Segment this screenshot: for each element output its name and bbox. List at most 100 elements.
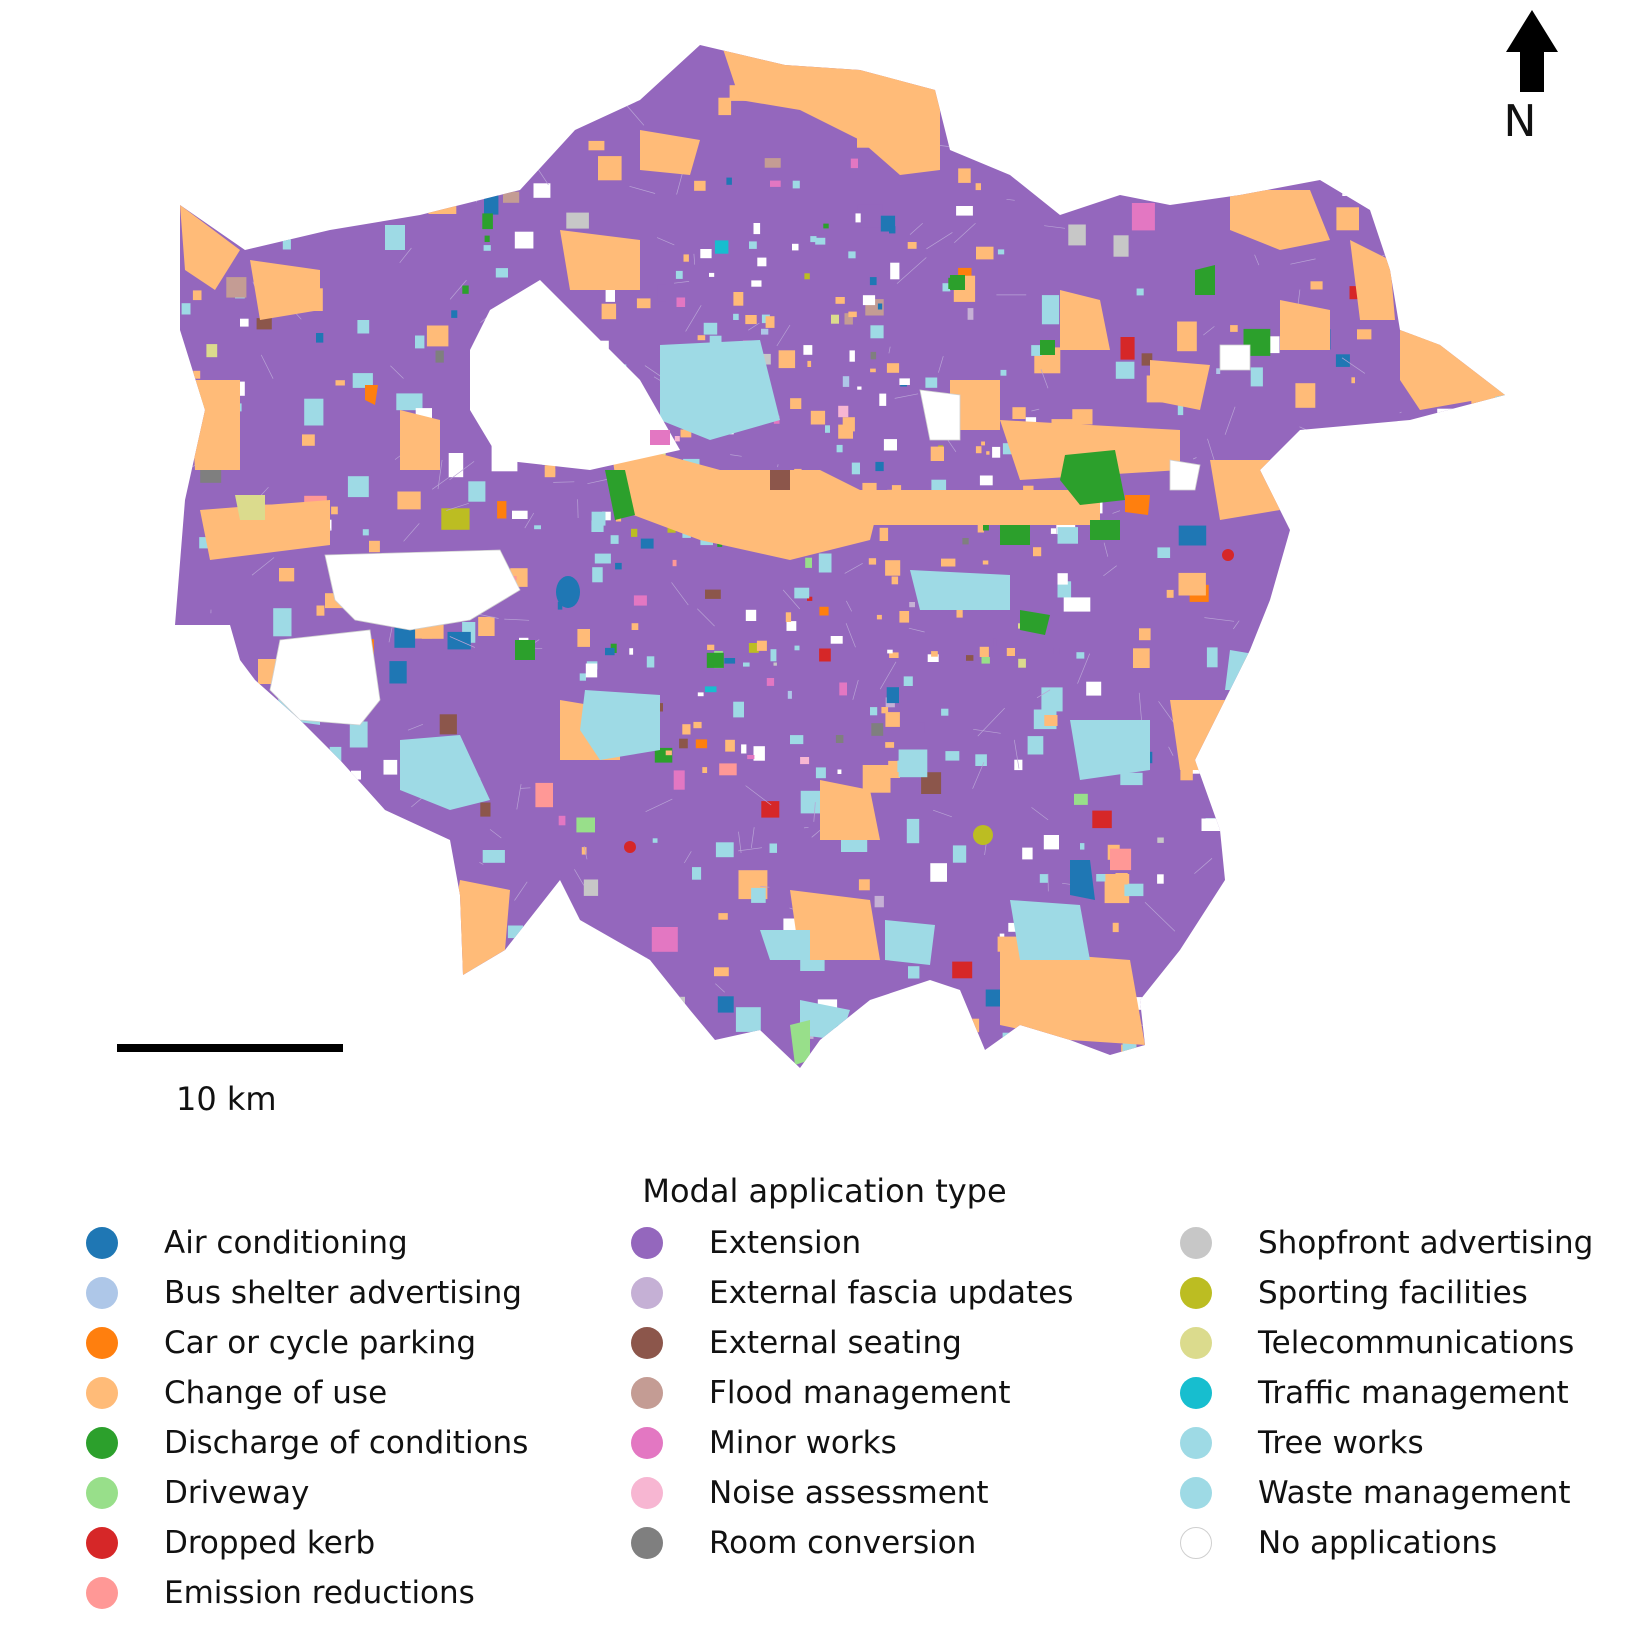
ward-patch xyxy=(646,656,655,668)
ward-patch xyxy=(803,345,813,355)
ward-patch xyxy=(215,912,229,935)
ward-patch xyxy=(745,315,757,325)
legend-swatch xyxy=(1180,1427,1212,1459)
ward-patch xyxy=(268,171,285,187)
ward-patch xyxy=(979,646,989,657)
ward-boundary xyxy=(1077,653,1091,684)
ward-patch xyxy=(907,242,917,249)
ward-boundary xyxy=(1144,901,1176,932)
ward-patch xyxy=(462,285,469,294)
ward-boundary xyxy=(428,843,447,867)
ward-patch xyxy=(466,1042,487,1063)
ward-boundary xyxy=(1436,256,1456,263)
ward-patch xyxy=(1178,572,1206,596)
ward-patch xyxy=(1326,495,1336,503)
ward-boundary xyxy=(745,785,772,806)
ward-boundary xyxy=(738,847,763,852)
ward-patch xyxy=(1121,98,1129,108)
ward-patch xyxy=(718,913,728,920)
ward-patch xyxy=(495,268,508,278)
ward-patch xyxy=(273,45,296,58)
legend-item: Noise assessment xyxy=(631,1468,1073,1518)
ward-boundary xyxy=(879,661,897,690)
ward-patch xyxy=(223,782,236,794)
ward-patch xyxy=(741,744,747,754)
ward-boundary xyxy=(852,679,859,700)
legend-item: Flood management xyxy=(631,1368,1073,1418)
ward-boundary xyxy=(1036,689,1051,699)
ward-patch xyxy=(533,183,551,198)
ward-patch xyxy=(875,461,884,472)
ward-patch xyxy=(724,658,736,664)
ward-patch xyxy=(764,158,781,168)
ward-patch xyxy=(474,46,482,61)
ward-patch xyxy=(356,1023,363,1031)
ward-patch xyxy=(790,735,804,745)
ward-boundary xyxy=(1335,640,1339,658)
ward-patch xyxy=(849,350,855,362)
ward-patch xyxy=(415,335,425,349)
ward-patch xyxy=(1216,368,1221,374)
ward-patch xyxy=(379,905,389,913)
ward-patch xyxy=(484,192,499,215)
ward-patch xyxy=(1206,647,1218,668)
ward-boundary xyxy=(1224,406,1236,435)
ward-patch xyxy=(1063,597,1091,612)
ward-patch xyxy=(770,649,777,662)
ward-patch xyxy=(862,295,876,306)
ward-patch xyxy=(1420,267,1429,277)
ward-patch xyxy=(919,722,925,734)
ward-boundary xyxy=(782,589,801,610)
ward-patch xyxy=(1461,122,1472,133)
ward-boundary xyxy=(1394,833,1410,862)
ward-patch xyxy=(870,707,878,716)
ward-patch xyxy=(877,303,883,310)
ward-patch xyxy=(1025,93,1033,99)
ward-patch xyxy=(316,605,325,616)
ward-patch xyxy=(848,251,856,259)
ward-patch xyxy=(886,687,899,704)
ward-patch xyxy=(792,243,799,251)
ward-patch xyxy=(981,441,985,446)
ward-patch xyxy=(983,524,989,531)
ward-boundary xyxy=(399,247,412,264)
ward-patch xyxy=(1336,207,1359,231)
ward-boundary xyxy=(186,705,217,735)
ward-patch xyxy=(1402,867,1411,878)
ward-patch xyxy=(748,643,759,653)
ward-patch xyxy=(274,228,282,241)
ward-boundary xyxy=(1330,899,1348,903)
ward-patch xyxy=(237,894,250,903)
ward-patch xyxy=(1068,224,1086,246)
ward-patch xyxy=(778,350,796,369)
ward-patch xyxy=(397,1034,418,1063)
ward-patch xyxy=(1131,203,1155,231)
ward-patch xyxy=(1296,666,1303,673)
ward-patch xyxy=(1317,775,1342,798)
ward-patch xyxy=(428,189,457,214)
legend-label: Discharge of conditions xyxy=(164,1425,529,1461)
ward-patch xyxy=(1383,909,1391,923)
ward-patch xyxy=(484,235,490,242)
legend-swatch xyxy=(631,1427,663,1459)
ward-patch xyxy=(825,425,830,433)
ward-patch xyxy=(956,605,963,618)
ward-patch xyxy=(576,817,595,833)
ward-patch xyxy=(1236,906,1253,921)
ward-patch xyxy=(1258,780,1278,792)
ward-patch xyxy=(1411,93,1430,112)
legend-swatch xyxy=(1180,1277,1212,1309)
ward-boundary xyxy=(760,886,770,888)
legend-swatch xyxy=(86,1277,118,1309)
legend-item: Waste management xyxy=(1180,1468,1593,1518)
ward-boundary xyxy=(1211,920,1228,935)
ward-patch xyxy=(702,767,708,773)
ward-patch xyxy=(1374,599,1385,614)
ward-boundary xyxy=(777,464,779,468)
legend-item: Tree works xyxy=(1180,1418,1593,1468)
ward-patch xyxy=(810,236,817,243)
ward-patch xyxy=(559,45,582,57)
ward-patch xyxy=(1478,936,1492,951)
ward-boundary xyxy=(1306,904,1317,933)
ward-boundary xyxy=(1454,332,1473,338)
